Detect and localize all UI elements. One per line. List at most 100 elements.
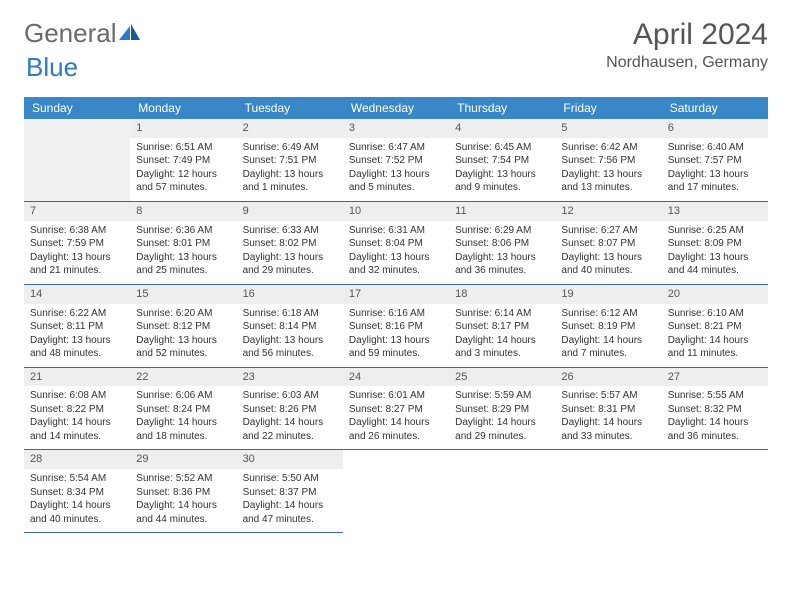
daylight-line: Daylight: 13 hours and 32 minutes. (349, 251, 443, 278)
sunset-line: Sunset: 7:54 PM (455, 154, 549, 168)
sunrise-line: Sunrise: 6:03 AM (243, 389, 337, 403)
daylight-line: Daylight: 13 hours and 29 minutes. (243, 251, 337, 278)
sunset-line: Sunset: 7:56 PM (561, 154, 655, 168)
sunset-line: Sunset: 8:31 PM (561, 403, 655, 417)
sunrise-line: Sunrise: 5:59 AM (455, 389, 549, 403)
calendar-cell: 8Sunrise: 6:36 AMSunset: 8:01 PMDaylight… (130, 202, 236, 285)
sunrise-line: Sunrise: 6:31 AM (349, 224, 443, 238)
sunrise-line: Sunrise: 6:01 AM (349, 389, 443, 403)
day-number: 20 (662, 285, 768, 304)
daylight-line: Daylight: 13 hours and 56 minutes. (243, 334, 337, 361)
calendar-cell: 22Sunrise: 6:06 AMSunset: 8:24 PMDayligh… (130, 368, 236, 451)
weekday-label: Tuesday (237, 97, 343, 119)
day-number: 17 (343, 285, 449, 304)
sunrise-line: Sunrise: 6:20 AM (136, 307, 230, 321)
sunset-line: Sunset: 8:34 PM (30, 486, 124, 500)
day-number: 15 (130, 285, 236, 304)
sunset-line: Sunset: 7:51 PM (243, 154, 337, 168)
weekday-label: Sunday (24, 97, 130, 119)
calendar-cell: 17Sunrise: 6:16 AMSunset: 8:16 PMDayligh… (343, 285, 449, 368)
sunrise-line: Sunrise: 5:52 AM (136, 472, 230, 486)
daylight-line: Daylight: 13 hours and 52 minutes. (136, 334, 230, 361)
calendar-cell: 3Sunrise: 6:47 AMSunset: 7:52 PMDaylight… (343, 119, 449, 202)
sunset-line: Sunset: 8:29 PM (455, 403, 549, 417)
daylight-line: Daylight: 13 hours and 21 minutes. (30, 251, 124, 278)
day-number: 24 (343, 368, 449, 387)
calendar-cell: 10Sunrise: 6:31 AMSunset: 8:04 PMDayligh… (343, 202, 449, 285)
day-number: 25 (449, 368, 555, 387)
weekday-label: Wednesday (343, 97, 449, 119)
daylight-line: Daylight: 14 hours and 11 minutes. (668, 334, 762, 361)
calendar-cell: 4 Sunrise: 6:45 AMSunset: 7:54 PMDaylight… (449, 119, 555, 202)
logo-text-blue: Blue (26, 52, 78, 82)
calendar-cell-trailing (449, 450, 555, 533)
daylight-line: Daylight: 14 hours and 47 minutes. (243, 499, 337, 526)
sunrise-line: Sunrise: 6:14 AM (455, 307, 549, 321)
day-number: 9 (237, 202, 343, 221)
sunrise-line: Sunrise: 6:12 AM (561, 307, 655, 321)
sunset-line: Sunset: 8:06 PM (455, 237, 549, 251)
day-number: 5 (555, 119, 661, 138)
sunset-line: Sunset: 8:02 PM (243, 237, 337, 251)
sunrise-line: Sunrise: 6:45 AM (455, 141, 549, 155)
calendar-cell: 18Sunrise: 6:14 AMSunset: 8:17 PMDayligh… (449, 285, 555, 368)
sunset-line: Sunset: 8:37 PM (243, 486, 337, 500)
day-number: 30 (237, 450, 343, 469)
calendar-cell: 30 Sunrise: 5:50 AMSunset: 8:37 PMDayligh… (237, 450, 343, 533)
calendar-cell-trailing (343, 450, 449, 533)
day-number: 29 (130, 450, 236, 469)
daylight-line: Daylight: 13 hours and 36 minutes. (455, 251, 549, 278)
sunset-line: Sunset: 8:14 PM (243, 320, 337, 334)
calendar-cell: 12Sunrise: 6:27 AMSunset: 8:07 PMDayligh… (555, 202, 661, 285)
daylight-line: Daylight: 13 hours and 40 minutes. (561, 251, 655, 278)
sunset-line: Sunset: 8:24 PM (136, 403, 230, 417)
sunset-line: Sunset: 8:22 PM (30, 403, 124, 417)
day-number: 28 (24, 450, 130, 469)
sunrise-line: Sunrise: 6:29 AM (455, 224, 549, 238)
daylight-line: Daylight: 14 hours and 33 minutes. (561, 416, 655, 443)
calendar-cell: 13Sunrise: 6:25 AMSunset: 8:09 PMDayligh… (662, 202, 768, 285)
calendar-week: 7Sunrise: 6:38 AMSunset: 7:59 PMDaylight… (24, 202, 768, 285)
daylight-line: Daylight: 13 hours and 44 minutes. (668, 251, 762, 278)
calendar-cell: 27Sunrise: 5:55 AMSunset: 8:32 PMDayligh… (662, 368, 768, 451)
sunset-line: Sunset: 8:16 PM (349, 320, 443, 334)
daylight-line: Daylight: 13 hours and 5 minutes. (349, 168, 443, 195)
day-number: 2 (237, 119, 343, 138)
daylight-line: Daylight: 13 hours and 48 minutes. (30, 334, 124, 361)
day-number: 21 (24, 368, 130, 387)
sunset-line: Sunset: 7:59 PM (30, 237, 124, 251)
day-number: 22 (130, 368, 236, 387)
weekday-label: Saturday (662, 97, 768, 119)
sunrise-line: Sunrise: 6:25 AM (668, 224, 762, 238)
logo-sail-icon (119, 18, 141, 49)
sunrise-line: Sunrise: 5:50 AM (243, 472, 337, 486)
calendar-cell: 14Sunrise: 6:22 AMSunset: 8:11 PMDayligh… (24, 285, 130, 368)
calendar-cell-trailing (555, 450, 661, 533)
day-number: 1 (130, 119, 236, 138)
sunrise-line: Sunrise: 6:40 AM (668, 141, 762, 155)
sunset-line: Sunset: 7:49 PM (136, 154, 230, 168)
calendar-cell: 20Sunrise: 6:10 AMSunset: 8:21 PMDayligh… (662, 285, 768, 368)
sunrise-line: Sunrise: 6:42 AM (561, 141, 655, 155)
sunset-line: Sunset: 8:17 PM (455, 320, 549, 334)
day-number: 27 (662, 368, 768, 387)
daylight-line: Daylight: 13 hours and 9 minutes. (455, 168, 549, 195)
daylight-line: Daylight: 14 hours and 14 minutes. (30, 416, 124, 443)
calendar-cell: 1Sunrise: 6:51 AMSunset: 7:49 PMDaylight… (130, 119, 236, 202)
day-number: 18 (449, 285, 555, 304)
daylight-line: Daylight: 14 hours and 29 minutes. (455, 416, 549, 443)
daylight-line: Daylight: 12 hours and 57 minutes. (136, 168, 230, 195)
sunrise-line: Sunrise: 6:18 AM (243, 307, 337, 321)
day-number: 4 (449, 119, 555, 138)
sunset-line: Sunset: 8:26 PM (243, 403, 337, 417)
sunrise-line: Sunrise: 6:06 AM (136, 389, 230, 403)
calendar-cell-trailing (662, 450, 768, 533)
sunset-line: Sunset: 8:27 PM (349, 403, 443, 417)
calendar-cell: 2Sunrise: 6:49 AMSunset: 7:51 PMDaylight… (237, 119, 343, 202)
calendar-cell: 28Sunrise: 5:54 AMSunset: 8:34 PMDayligh… (24, 450, 130, 533)
sunrise-line: Sunrise: 6:27 AM (561, 224, 655, 238)
weekday-label: Monday (130, 97, 236, 119)
daylight-line: Daylight: 14 hours and 40 minutes. (30, 499, 124, 526)
sunset-line: Sunset: 8:07 PM (561, 237, 655, 251)
calendar-cell: 6Sunrise: 6:40 AMSunset: 7:57 PMDaylight… (662, 119, 768, 202)
